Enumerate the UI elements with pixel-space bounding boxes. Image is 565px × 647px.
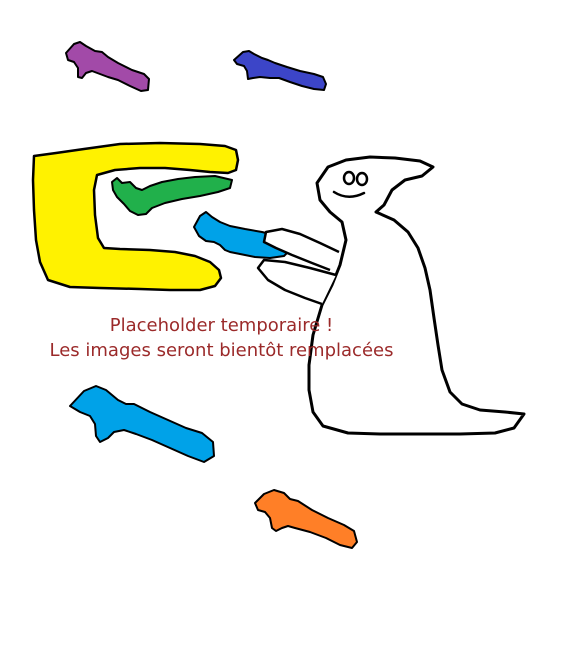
orange-key-sprite (254, 489, 358, 549)
indigo-key-icon (233, 50, 327, 91)
ghost-character (256, 155, 526, 436)
blue-key-sprite (69, 385, 215, 463)
ghost-left-eye-icon (342, 170, 356, 186)
green-key-icon (111, 175, 233, 216)
ghost-lower-arm-icon (256, 258, 337, 306)
indigo-key-sprite (233, 50, 327, 91)
ghost-mouth-icon (332, 190, 366, 198)
purple-key-sprite (65, 41, 150, 92)
purple-key-icon (65, 41, 150, 92)
blue-key-icon (69, 385, 215, 463)
green-key-sprite (111, 175, 233, 216)
yellow-c-tray-sprite (31, 141, 240, 292)
ghost-right-eye-icon (355, 171, 369, 187)
orange-key-icon (254, 489, 358, 549)
c-shape-icon (31, 141, 240, 292)
ghost-upper-arm-icon (262, 227, 340, 272)
ghost-body-icon (307, 155, 526, 436)
